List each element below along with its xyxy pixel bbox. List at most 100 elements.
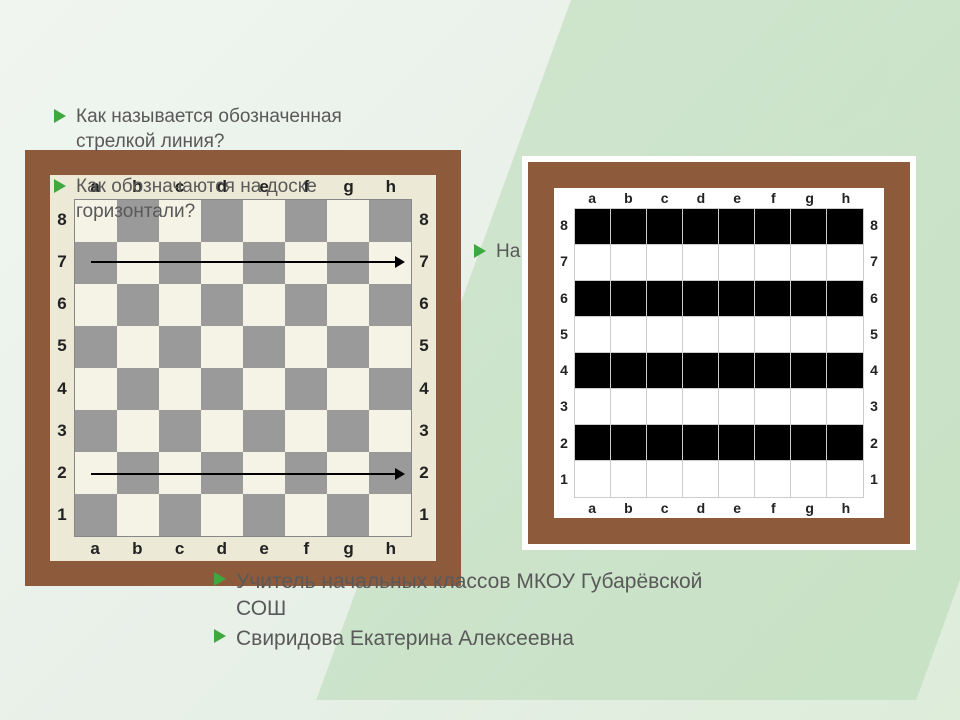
file-label: a <box>574 500 610 516</box>
bullet-icon <box>54 179 66 193</box>
square <box>755 461 791 497</box>
bullet-q2: Как обозначаются на доске горизонтали? <box>54 175 394 224</box>
square <box>719 245 755 281</box>
rank-label: 3 <box>414 421 434 441</box>
square <box>647 209 683 245</box>
square <box>827 281 863 317</box>
square <box>791 317 827 353</box>
file-label: d <box>683 500 719 516</box>
file-label: h <box>828 190 864 206</box>
square <box>285 326 327 368</box>
rank-label: 5 <box>556 326 572 342</box>
square <box>719 281 755 317</box>
bullet-text: Как называется обозначенная стрелкой лин… <box>76 105 414 154</box>
square <box>117 494 159 536</box>
file-label: h <box>370 539 412 559</box>
square <box>201 494 243 536</box>
square <box>755 389 791 425</box>
rank-label: 4 <box>52 379 72 399</box>
rank-label: 2 <box>414 463 434 483</box>
square <box>159 368 201 410</box>
bullet-icon <box>54 109 66 123</box>
square <box>647 353 683 389</box>
square <box>647 425 683 461</box>
square <box>827 389 863 425</box>
square <box>719 389 755 425</box>
square <box>575 461 611 497</box>
square <box>201 326 243 368</box>
file-label: b <box>610 190 646 206</box>
rank-label: 2 <box>52 463 72 483</box>
file-label: c <box>647 500 683 516</box>
rank-label: 8 <box>866 217 882 233</box>
board-inner: aabbccddeeffgghh8877665544332211 <box>50 175 436 561</box>
square <box>683 317 719 353</box>
arrow-rank-2 <box>91 473 397 475</box>
square <box>159 494 201 536</box>
square <box>755 317 791 353</box>
square <box>755 209 791 245</box>
rank-label: 2 <box>556 435 572 451</box>
square <box>117 326 159 368</box>
board-outer-border: aabbccddeeffgghh8877665544332211 <box>522 156 916 550</box>
file-label: d <box>201 539 243 559</box>
square <box>243 494 285 536</box>
square <box>791 389 827 425</box>
rank-label: 7 <box>52 252 72 272</box>
rank-label: 6 <box>52 294 72 314</box>
square <box>243 284 285 326</box>
square <box>827 425 863 461</box>
square <box>611 245 647 281</box>
rank-label: 1 <box>414 505 434 525</box>
square <box>827 209 863 245</box>
square <box>683 461 719 497</box>
rank-label: 3 <box>556 398 572 414</box>
square <box>683 353 719 389</box>
square <box>611 389 647 425</box>
file-label: c <box>647 190 683 206</box>
rank-label: 4 <box>556 362 572 378</box>
rank-label: 3 <box>52 421 72 441</box>
square <box>647 461 683 497</box>
square <box>719 425 755 461</box>
square <box>719 353 755 389</box>
file-label: b <box>116 539 158 559</box>
bullet-teacher: Учитель начальных классов МКОУ Губарёвск… <box>214 568 734 623</box>
square <box>369 368 411 410</box>
square <box>201 284 243 326</box>
square <box>327 326 369 368</box>
file-label: h <box>828 500 864 516</box>
file-label: b <box>610 500 646 516</box>
square <box>369 410 411 452</box>
rank-label: 8 <box>414 210 434 230</box>
bullet-icon <box>214 572 226 586</box>
square <box>201 368 243 410</box>
board-frame: aabbccddeeffgghh8877665544332211 <box>528 162 910 544</box>
board-grid <box>74 199 412 537</box>
file-label: f <box>755 500 791 516</box>
square <box>75 326 117 368</box>
square <box>791 461 827 497</box>
file-label: g <box>792 500 828 516</box>
bullet-q3: На <box>474 240 574 265</box>
board-inner: aabbccddeeffgghh8877665544332211 <box>554 188 884 518</box>
rank-label: 7 <box>866 253 882 269</box>
square <box>683 245 719 281</box>
square <box>327 410 369 452</box>
rank-label: 6 <box>556 290 572 306</box>
square <box>683 389 719 425</box>
file-label: e <box>243 539 285 559</box>
square <box>647 317 683 353</box>
square <box>75 410 117 452</box>
rank-label: 1 <box>52 505 72 525</box>
square <box>159 410 201 452</box>
arrow-rank-7 <box>91 261 397 263</box>
square <box>159 326 201 368</box>
square <box>117 368 159 410</box>
square <box>369 494 411 536</box>
square <box>243 326 285 368</box>
square <box>647 389 683 425</box>
bullet-text: Как обозначаются на доске горизонтали? <box>76 175 394 224</box>
square <box>611 461 647 497</box>
rank-label: 6 <box>414 294 434 314</box>
